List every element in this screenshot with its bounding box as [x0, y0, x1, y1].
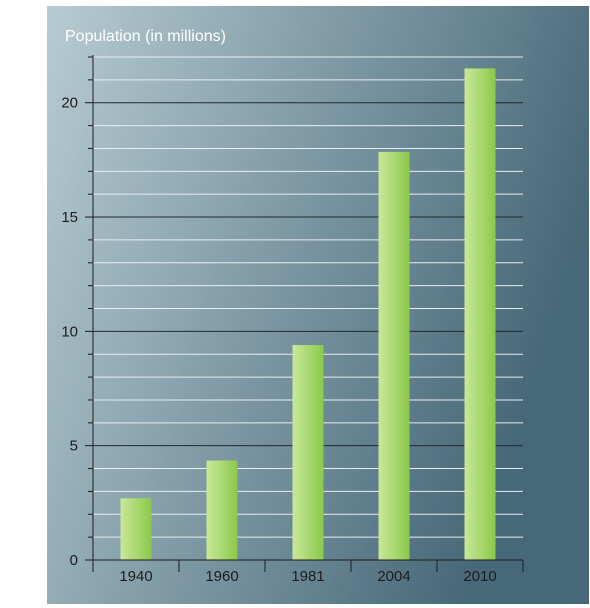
y-tick-label: 15 — [61, 209, 78, 226]
x-tick-label: 2004 — [377, 568, 410, 585]
gridlines — [93, 56, 523, 538]
y-tick-label: 10 — [61, 323, 78, 340]
bar-1981 — [292, 345, 324, 560]
tick-labels: 1940 1960 1981 2004 2010 0 5 10 15 20 — [61, 95, 496, 585]
bars — [120, 68, 496, 560]
x-tick-label: 1981 — [291, 568, 324, 585]
x-tick-label: 1960 — [205, 568, 238, 585]
axes — [85, 55, 524, 572]
x-tick-label: 1940 — [119, 568, 152, 585]
bar-2010 — [464, 68, 496, 560]
x-tick-label: 2010 — [463, 568, 496, 585]
chart-title: Population (in millions) — [65, 28, 226, 45]
y-tick-label: 20 — [61, 95, 78, 112]
y-tick-label: 5 — [70, 438, 78, 455]
bar-2004 — [378, 151, 410, 560]
bar-1960 — [206, 460, 238, 560]
y-tick-label: 0 — [70, 552, 78, 569]
bar-1940 — [120, 498, 152, 560]
